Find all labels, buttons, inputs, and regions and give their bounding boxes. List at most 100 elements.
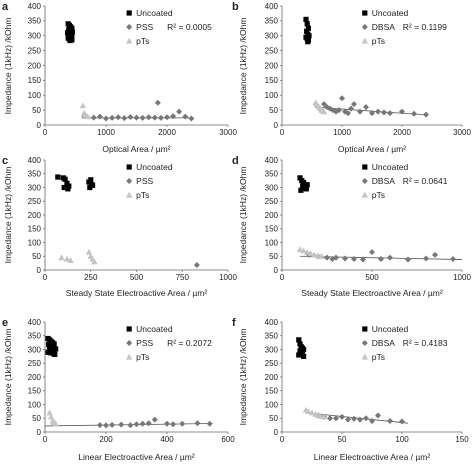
x-tick-label: 150 [455, 435, 469, 444]
y-tick-label: 100 [28, 400, 42, 409]
y-tick-label: 50 [32, 252, 41, 261]
data-point-uncoated: Uncoated: (410, 315) [304, 28, 310, 34]
data-point-coated: DBSA: (950, 50) [336, 107, 342, 114]
legend-label: DBSA [372, 22, 395, 32]
data-point-coated: DBSA: (450, 38) [360, 256, 366, 263]
x-axis-label: Optical Area / µm² [338, 144, 406, 154]
data-point-coated: PSS: (280, 25) [127, 422, 134, 429]
data-point-pts: pTs: (35, 55) [320, 413, 328, 420]
y-tick-label: 300 [265, 32, 279, 41]
legend-marker-uncoated [362, 326, 368, 332]
data-point-uncoated: Uncoated: (140, 310) [304, 182, 310, 188]
legend-label: PSS [136, 338, 153, 348]
data-point-coated: DBSA: (60, 48) [351, 415, 357, 422]
y-axis-label: Impedance (1kHz) /kOhm [3, 329, 13, 426]
legend-label: Uncoated [372, 8, 409, 18]
data-point-coated: DBSA: (400, 40) [351, 256, 357, 262]
data-point-coated: DBSA: (50, 55) [339, 413, 345, 420]
data-point-uncoated: Uncoated: (250, 328) [88, 177, 94, 183]
data-point-coated: DBSA: (1200, 70) [351, 101, 357, 108]
data-point-coated: PSS: (1900, 24) [157, 114, 164, 121]
data-point-coated: PSS: (830, 18) [193, 262, 200, 269]
chart-panel-a: 0 50 100 150 200 250 300 350 400 0 1000 2000 3000 Opt… [2, 1, 237, 154]
x-axis-label: Linear Electroactive Area / µm² [78, 452, 195, 462]
data-point-coated: PSS: (540, 30) [206, 420, 213, 427]
x-tick-label: 2000 [158, 128, 176, 137]
legend-label: DBSA [372, 176, 395, 186]
data-point-pts: pTs: (22, 75) [305, 408, 312, 414]
y-tick-label: 400 [265, 156, 279, 165]
data-point-pts: pTs: (120, 40) [63, 255, 71, 262]
data-point-coated: DBSA: (70, 50) [363, 415, 369, 422]
data-point-coated: DBSA: (100, 38) [399, 418, 405, 425]
data-point-coated: DBSA: (350, 42) [342, 255, 348, 262]
legend-label: PSS [136, 22, 153, 32]
data-point-coated: DBSA: (1400, 60) [363, 104, 369, 111]
data-point-coated: PSS: (1800, 25) [151, 114, 158, 121]
data-point-uncoated: Uncoated: (420, 340) [304, 21, 310, 27]
data-point-pts: pTs: (160, 60) [307, 250, 314, 257]
legend-marker-pts [125, 191, 133, 198]
data-point-coated: DBSA: (75, 40) [369, 418, 375, 424]
data-point-uncoated: Uncoated: (18, 288) [47, 350, 54, 356]
panel-letter: e [2, 317, 8, 329]
data-point-coated: PSS: (2100, 30) [170, 113, 177, 120]
data-point-uncoated: Uncoated: (120, 315) [64, 180, 70, 186]
legend-label: pTs [372, 36, 385, 46]
y-tick-label: 300 [28, 32, 42, 41]
data-point-coated: PSS: (1850, 75) [154, 99, 161, 106]
y-tick-label: 150 [265, 225, 279, 234]
data-point-coated: PSS: (1400, 27) [127, 113, 134, 120]
r-squared-label: R² = 0.2072 [167, 338, 212, 348]
data-point-pts: pTs: (220, 50) [318, 253, 325, 259]
x-tick-label: 0 [280, 128, 285, 137]
legend-marker-coated [361, 24, 368, 30]
data-point-uncoated: Uncoated: (430, 280) [305, 39, 311, 45]
y-axis-label: Impedance (1kHz) /kOhm [238, 18, 248, 115]
y-tick-label: 250 [265, 46, 279, 55]
data-point-coated: DBSA: (700, 38) [405, 256, 411, 263]
y-tick-label: 250 [28, 359, 42, 368]
data-point-coated: PSS: (1300, 23) [121, 115, 128, 122]
x-tick-label: 0 [280, 435, 285, 444]
data-point-coated: PSS: (450, 30) [179, 420, 186, 427]
r-squared-label: R² = 0.1199 [403, 22, 447, 32]
data-point-coated: DBSA: (1600, 45) [375, 108, 381, 115]
data-point-pts: pTs: (240, 65) [85, 248, 93, 255]
data-point-pts: pTs: (700, 45) [320, 108, 328, 115]
data-point-coated: DBSA: (950, 40) [450, 256, 456, 262]
data-point-coated: PSS: (320, 30) [139, 420, 146, 427]
data-point-coated: PSS: (300, 28) [133, 421, 140, 428]
data-point-pts: pTs: (35, 30) [52, 420, 59, 427]
y-tick-label: 50 [32, 414, 41, 423]
data-point-coated: PSS: (180, 25) [96, 422, 103, 429]
panel-letter: f [232, 317, 236, 329]
data-point-pts: pTs: (32, 58) [317, 412, 324, 419]
legend-marker-coated [126, 340, 133, 346]
data-point-coated: DBSA: (1800, 40) [387, 110, 393, 117]
panel-letter: b [232, 1, 239, 13]
x-tick-label: 250 [84, 273, 98, 282]
data-point-uncoated: Uncoated: (30, 295) [51, 348, 57, 354]
x-axis-label: Steady State Electroactive Area / µm² [66, 288, 208, 298]
y-tick-label: 150 [265, 76, 279, 85]
data-point-coated: DBSA: (2000, 45) [399, 108, 405, 115]
x-tick-label: 1000 [97, 128, 115, 137]
x-tick-label: 100 [395, 435, 409, 444]
chart-panel-c: 0 50 100 150 200 250 300 350 400 0 250 500 750 1000 St… [2, 155, 237, 298]
legend-marker-pts [125, 37, 133, 44]
data-point-uncoated: Uncoated: (130, 305) [66, 183, 72, 189]
legend-label: Uncoated [372, 162, 409, 172]
data-point-coated: PSS: (1200, 26) [115, 114, 122, 121]
data-point-coated: DBSA: (1150, 55) [348, 105, 354, 112]
data-point-uncoated: Uncoated: (135, 295) [303, 186, 309, 192]
data-point-coated: DBSA: (1700, 42) [381, 109, 387, 116]
y-tick-label: 0 [37, 266, 42, 275]
y-tick-label: 100 [28, 238, 42, 247]
y-tick-label: 0 [274, 428, 279, 437]
y-tick-label: 350 [28, 17, 42, 26]
data-point-coated: DBSA: (2400, 35) [423, 111, 429, 118]
y-tick-label: 350 [265, 170, 279, 179]
data-point-coated: PSS: (2400, 22) [188, 115, 195, 122]
y-tick-label: 150 [28, 225, 42, 234]
